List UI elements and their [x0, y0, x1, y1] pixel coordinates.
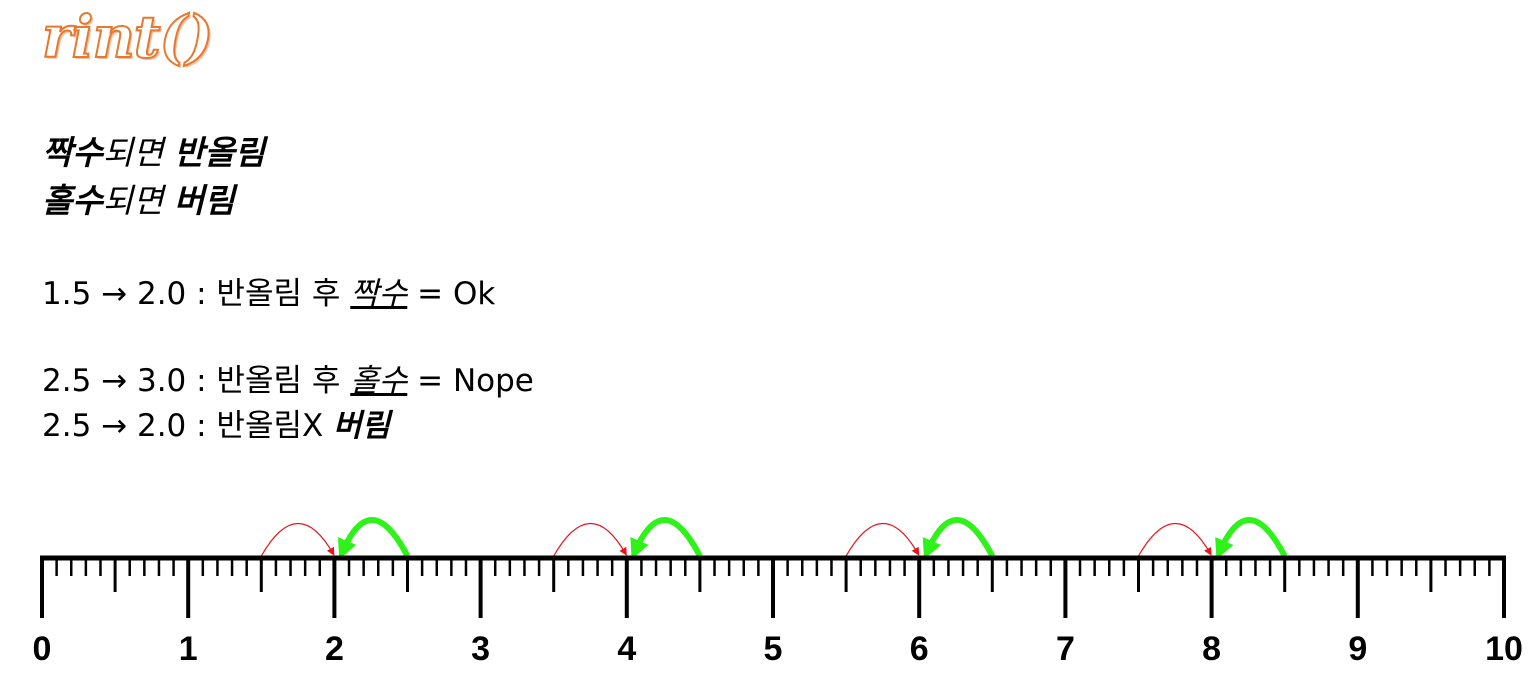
rule-odd: 홀수되면 버림 [42, 184, 235, 217]
ruler-label-4: 4 [617, 630, 636, 668]
example-2-result: = Nope [407, 363, 534, 399]
ruler-label-0: 0 [33, 630, 52, 668]
page-title: rint() [41, 3, 214, 71]
round-up-arc-2 [553, 523, 627, 557]
rule-odd-action: 버림 [173, 181, 235, 220]
rule-even-condition: 되면 [102, 133, 174, 172]
ruler-label-7: 7 [1056, 630, 1075, 668]
ruler-label-9: 9 [1348, 630, 1367, 668]
rule-even-keyword: 짝수 [42, 133, 103, 172]
example-1: 1.5 → 2.0 : 반올림 후 짝수 = Ok [42, 279, 495, 310]
rule-odd-condition: 되면 [102, 181, 174, 220]
round-up-arc-3 [845, 523, 920, 557]
round-down-arc-3 [922, 517, 995, 560]
rule-even-action: 반올림 [173, 133, 266, 172]
example-2-emphasis: 홀수 [350, 363, 408, 399]
example-3-text: 2.5 → 2.0 : 반올림X [42, 408, 334, 444]
example-3: 2.5 → 2.0 : 반올림X 버림 [42, 411, 390, 442]
example-1-text: 1.5 → 2.0 : 반올림 후 [42, 276, 351, 312]
example-1-result: = Ok [407, 276, 496, 312]
rounding-arcs [260, 517, 1288, 560]
round-up-arc-4 [1137, 523, 1212, 557]
example-3-bold: 버림 [333, 408, 391, 444]
rule-odd-keyword: 홀수 [42, 181, 103, 220]
round-down-arc-4 [1215, 517, 1288, 560]
ruler-label-1: 1 [179, 630, 198, 668]
round-up-arc-1 [260, 523, 335, 557]
ruler-label-8: 8 [1202, 630, 1221, 668]
ruler-label-10: 10 [1485, 630, 1523, 668]
example-1-emphasis: 짝수 [350, 276, 408, 312]
ruler-label-5: 5 [764, 630, 783, 668]
ruler-label-3: 3 [471, 630, 490, 668]
rule-even: 짝수되면 반올림 [42, 136, 265, 169]
ruler-labels: 0 1 2 3 4 5 6 7 8 9 10 [33, 630, 1523, 668]
round-down-arc-2 [630, 517, 703, 560]
number-line-ruler: 0 1 2 3 4 5 6 7 8 9 10 [33, 517, 1523, 668]
ruler-label-2: 2 [325, 630, 344, 668]
example-2-text: 2.5 → 3.0 : 반올림 후 [42, 363, 351, 399]
round-down-arc-1 [337, 517, 411, 560]
ruler-scale [40, 555, 1506, 618]
example-2: 2.5 → 3.0 : 반올림 후 홀수 = Nope [42, 366, 534, 397]
ruler-label-6: 6 [910, 630, 929, 668]
